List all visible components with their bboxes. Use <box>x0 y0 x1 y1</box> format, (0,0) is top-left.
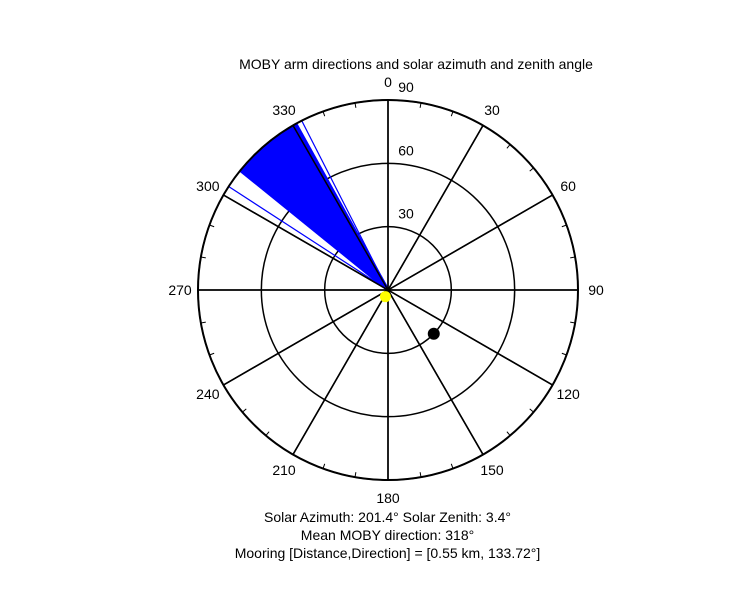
moby-arm-wedge <box>239 123 389 291</box>
direction-label-60: 60 <box>560 178 576 194</box>
spoke-overlay-120 <box>387 289 553 386</box>
direction-label-0: 0 <box>384 74 392 90</box>
spoke-overlay-330 <box>292 125 389 291</box>
mooring-marker <box>427 327 440 340</box>
spoke-overlay-210 <box>292 289 389 455</box>
mooring-info-text: Mooring [Distance,Direction] = [0.55 km,… <box>234 545 541 561</box>
moby-arm-outlier-line <box>228 186 389 291</box>
radial-label-60: 60 <box>398 142 414 158</box>
spoke-overlay-150 <box>387 289 484 455</box>
sun-marker <box>379 291 391 303</box>
moby-arm-outlier-line <box>301 120 389 291</box>
direction-label-270: 270 <box>168 282 192 298</box>
spoke-overlay-30 <box>387 125 484 291</box>
direction-label-120: 120 <box>556 386 580 402</box>
chart-footer: Solar Azimuth: 201.4° Solar Zenith: 3.4°… <box>0 508 750 562</box>
direction-label-180: 180 <box>376 490 400 506</box>
spoke-overlay-300 <box>223 194 389 291</box>
direction-label-90: 90 <box>588 282 604 298</box>
outer-ring <box>197 99 579 481</box>
radial-label-90: 90 <box>398 79 414 95</box>
direction-label-30: 30 <box>484 102 500 118</box>
direction-label-300: 300 <box>196 178 220 194</box>
chart-title: MOBY arm directions and solar azimuth an… <box>239 56 593 72</box>
direction-label-240: 240 <box>196 386 220 402</box>
moby-direction-text: Mean MOBY direction: 318° <box>300 527 475 543</box>
direction-label-330: 330 <box>272 102 296 118</box>
solar-info-text: Solar Azimuth: 201.4° Solar Zenith: 3.4° <box>264 509 511 525</box>
direction-label-150: 150 <box>480 462 504 478</box>
radial-label-30: 30 <box>398 206 414 222</box>
spoke-overlay-240 <box>223 289 389 386</box>
spoke-overlay-60 <box>387 194 553 291</box>
direction-label-210: 210 <box>272 462 296 478</box>
